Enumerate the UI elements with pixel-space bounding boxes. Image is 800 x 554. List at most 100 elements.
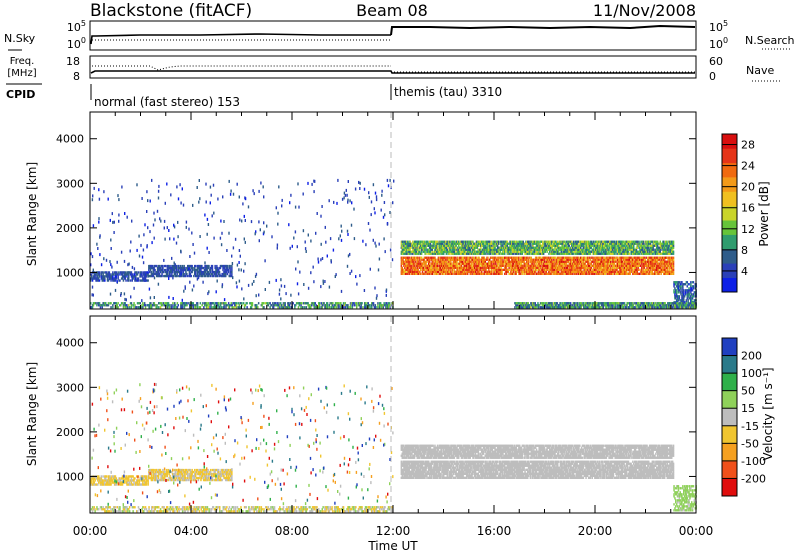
heatmap-cell <box>466 248 469 251</box>
heatmap-cell <box>192 268 194 272</box>
heatmap-cell <box>428 268 430 271</box>
heatmap-cell <box>178 274 180 278</box>
heatmap-cell <box>615 266 617 269</box>
heatmap-cell <box>566 270 569 273</box>
heatmap-cell <box>417 260 419 263</box>
heatmap-cell <box>555 260 557 263</box>
heatmap-cell <box>175 270 177 274</box>
heatmap-cell <box>564 268 566 271</box>
heatmap-cell <box>156 274 159 278</box>
heatmap-cell <box>218 266 221 270</box>
heatmap-cell <box>552 272 555 275</box>
heatmap-cell <box>583 264 585 267</box>
heatmap-cell <box>526 272 528 275</box>
heatmap-cell <box>568 272 570 275</box>
heatmap-cell <box>177 270 179 274</box>
heatmap-cell <box>535 248 538 251</box>
heatmap-cell <box>473 270 476 273</box>
heatmap-cell <box>590 272 593 275</box>
heatmap-cell <box>577 262 579 265</box>
heatmap-cell <box>101 306 103 309</box>
heatmap-cell <box>467 252 470 255</box>
heatmap-cell <box>598 246 600 249</box>
heatmap-cell <box>364 302 366 305</box>
heatmap-cell <box>299 302 301 305</box>
heatmap-cell <box>409 266 411 269</box>
heatmap-cell <box>671 244 674 247</box>
heatmap-cell <box>601 252 603 255</box>
heatmap-cell <box>519 266 522 269</box>
heatmap-cell <box>538 248 540 251</box>
heatmap-cell <box>467 250 470 253</box>
heatmap-cell <box>492 266 494 269</box>
heatmap-cell <box>436 260 439 263</box>
heatmap-cell <box>345 304 347 307</box>
heatmap-cell <box>625 252 628 255</box>
heatmap-cell <box>488 264 490 267</box>
heatmap-cell <box>473 260 476 263</box>
heatmap-cell <box>92 302 95 305</box>
heatmap-cell <box>510 266 512 269</box>
heatmap-cell <box>448 262 450 265</box>
heatmap-cell <box>570 252 572 255</box>
heatmap-cell <box>595 260 598 263</box>
heatmap-cell <box>217 302 219 305</box>
heatmap-cell <box>453 270 456 273</box>
heatmap-cell <box>195 268 198 272</box>
heatmap-cell <box>181 304 184 307</box>
heatmap-cell <box>439 250 441 253</box>
heatmap-cell <box>629 242 631 245</box>
heatmap-cell <box>109 302 111 305</box>
heatmap-cell <box>585 246 587 249</box>
heatmap-cell <box>476 252 479 255</box>
heatmap-cell <box>605 244 608 247</box>
heatmap-cell <box>178 270 180 274</box>
heatmap-cell <box>503 246 505 249</box>
heatmap-cell <box>432 242 434 245</box>
heatmap-cell <box>140 271 142 274</box>
heatmap-cell <box>130 271 133 274</box>
heatmap-cell <box>412 270 415 273</box>
heatmap-cell <box>639 250 641 253</box>
heatmap-cell <box>526 268 528 271</box>
heatmap-cell <box>91 277 94 280</box>
heatmap-cell <box>186 304 188 307</box>
heatmap-cell <box>551 262 554 265</box>
heatmap-cell <box>478 260 480 263</box>
heatmap-cell <box>458 250 460 253</box>
heatmap-cell <box>508 262 510 265</box>
heatmap-cell <box>435 260 438 263</box>
heatmap-cell <box>523 246 525 249</box>
heatmap-cell <box>412 268 415 271</box>
heatmap-cell <box>549 266 552 269</box>
heatmap-cell <box>260 304 263 307</box>
heatmap-cell <box>551 264 554 267</box>
heatmap-cell <box>441 248 443 251</box>
heatmap-cell <box>498 270 501 273</box>
heatmap-cell <box>193 304 195 307</box>
heatmap-cell <box>574 248 577 251</box>
heatmap-cell <box>472 252 474 255</box>
heatmap-cell <box>531 270 533 273</box>
heatmap-cell <box>422 246 425 249</box>
heatmap-cell <box>414 244 417 247</box>
heatmap-cell <box>452 258 455 261</box>
heatmap-cell <box>458 250 461 253</box>
heatmap-cell <box>203 272 206 276</box>
heatmap-cell <box>554 272 556 275</box>
heatmap-cell <box>602 264 604 267</box>
heatmap-cell <box>519 268 522 271</box>
heatmap-cell <box>631 244 633 247</box>
heatmap-cell <box>605 260 608 263</box>
heatmap-cell <box>150 270 153 274</box>
heatmap-cell <box>542 252 544 255</box>
heatmap-cell <box>476 268 479 271</box>
heatmap-cell <box>414 260 417 263</box>
heatmap-cell <box>440 240 442 243</box>
heatmap-cell <box>436 240 439 243</box>
heatmap-cell <box>470 264 472 267</box>
heatmap-cell <box>584 248 586 251</box>
heatmap-cell <box>596 260 599 263</box>
heatmap-cell <box>342 304 345 307</box>
heatmap-cell <box>428 244 431 247</box>
